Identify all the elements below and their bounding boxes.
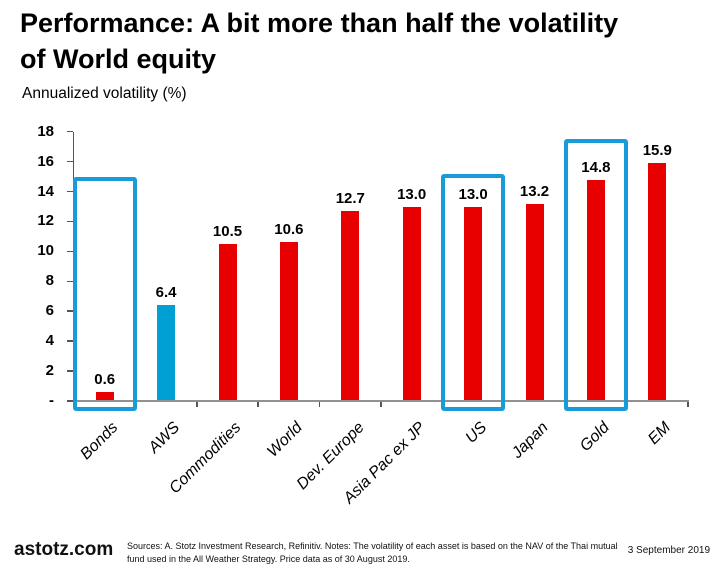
bar-aws [157, 305, 176, 401]
y-tick-label: 8 [45, 272, 54, 290]
x-tick [257, 402, 259, 407]
y-tick-label: - [49, 392, 54, 409]
bar-value-label-gold: 14.8 [581, 158, 611, 176]
bar-value-label-dev-europe: 12.7 [335, 190, 365, 207]
page-title-line-2: of World equity [20, 44, 216, 74]
bar-value-label-aws: 6.4 [155, 284, 177, 302]
category-label-gold: Gold [577, 419, 613, 455]
bar-value-label-us: 13.0 [458, 185, 488, 203]
bar-dev-europe [341, 211, 360, 401]
y-tick [67, 340, 73, 342]
highlight-box-gold [563, 139, 629, 412]
y-tick-label: 16 [37, 152, 54, 170]
brand-logo: astotz.com [14, 539, 114, 560]
bar-value-label-japan: 13.2 [519, 182, 550, 200]
y-tick-label: 18 [37, 122, 54, 140]
category-label-us: US [462, 419, 491, 447]
bar-value-label-bonds: 0.6 [94, 371, 116, 389]
category-label-japan: Japan [508, 419, 552, 462]
category-label-em: EM [645, 419, 675, 448]
category-label-world: World [264, 419, 306, 461]
x-tick [380, 402, 382, 407]
report-date: 3 September 2019 [627, 545, 710, 556]
highlight-box-bonds [72, 176, 137, 412]
y-tick [67, 220, 73, 223]
y-tick [67, 250, 73, 253]
category-label-bonds: Bonds [77, 419, 122, 464]
y-tick [67, 400, 73, 402]
y-tick [67, 160, 73, 163]
bar-commodities [218, 243, 237, 401]
y-tick-label: 12 [37, 212, 54, 230]
y-tick [67, 190, 73, 193]
y-tick-label: 14 [37, 182, 54, 200]
category-label-aws: AWS [145, 419, 184, 457]
y-tick [67, 280, 73, 283]
bar-us [464, 206, 483, 401]
bar-bonds [95, 392, 114, 401]
y-tick [67, 130, 73, 133]
bar-gold [586, 179, 605, 401]
bar-value-label-asia-pac-ex-jp: 13.0 [397, 185, 427, 203]
bar-value-label-em: 15.9 [642, 142, 672, 160]
y-tick-label: 2 [45, 362, 54, 380]
page-title: Performance: A bit more than half the vo… [20, 5, 618, 77]
y-tick [67, 370, 73, 372]
bar-world [279, 242, 298, 401]
x-tick [196, 402, 198, 407]
bar-em [648, 163, 667, 401]
y-axis-title: Annualized volatility (%) [22, 85, 187, 102]
x-tick [687, 402, 689, 407]
page-title-line-1: Performance: A bit more than half the vo… [20, 8, 619, 38]
source-notes: Sources: A. Stotz Investment Research, R… [127, 541, 618, 564]
x-axis-baseline [73, 400, 689, 402]
y-tick-label: 4 [45, 332, 54, 350]
bar-value-label-world: 10.6 [274, 221, 304, 239]
y-tick [67, 310, 73, 312]
bar-value-label-commodities: 10.5 [212, 222, 243, 240]
bar-japan [525, 203, 544, 401]
y-tick-label: 6 [45, 302, 54, 320]
bar-asia-pac-ex-jp [402, 206, 421, 401]
x-tick [318, 402, 321, 407]
highlight-box-us [440, 173, 506, 412]
y-tick-label: 10 [37, 242, 54, 260]
